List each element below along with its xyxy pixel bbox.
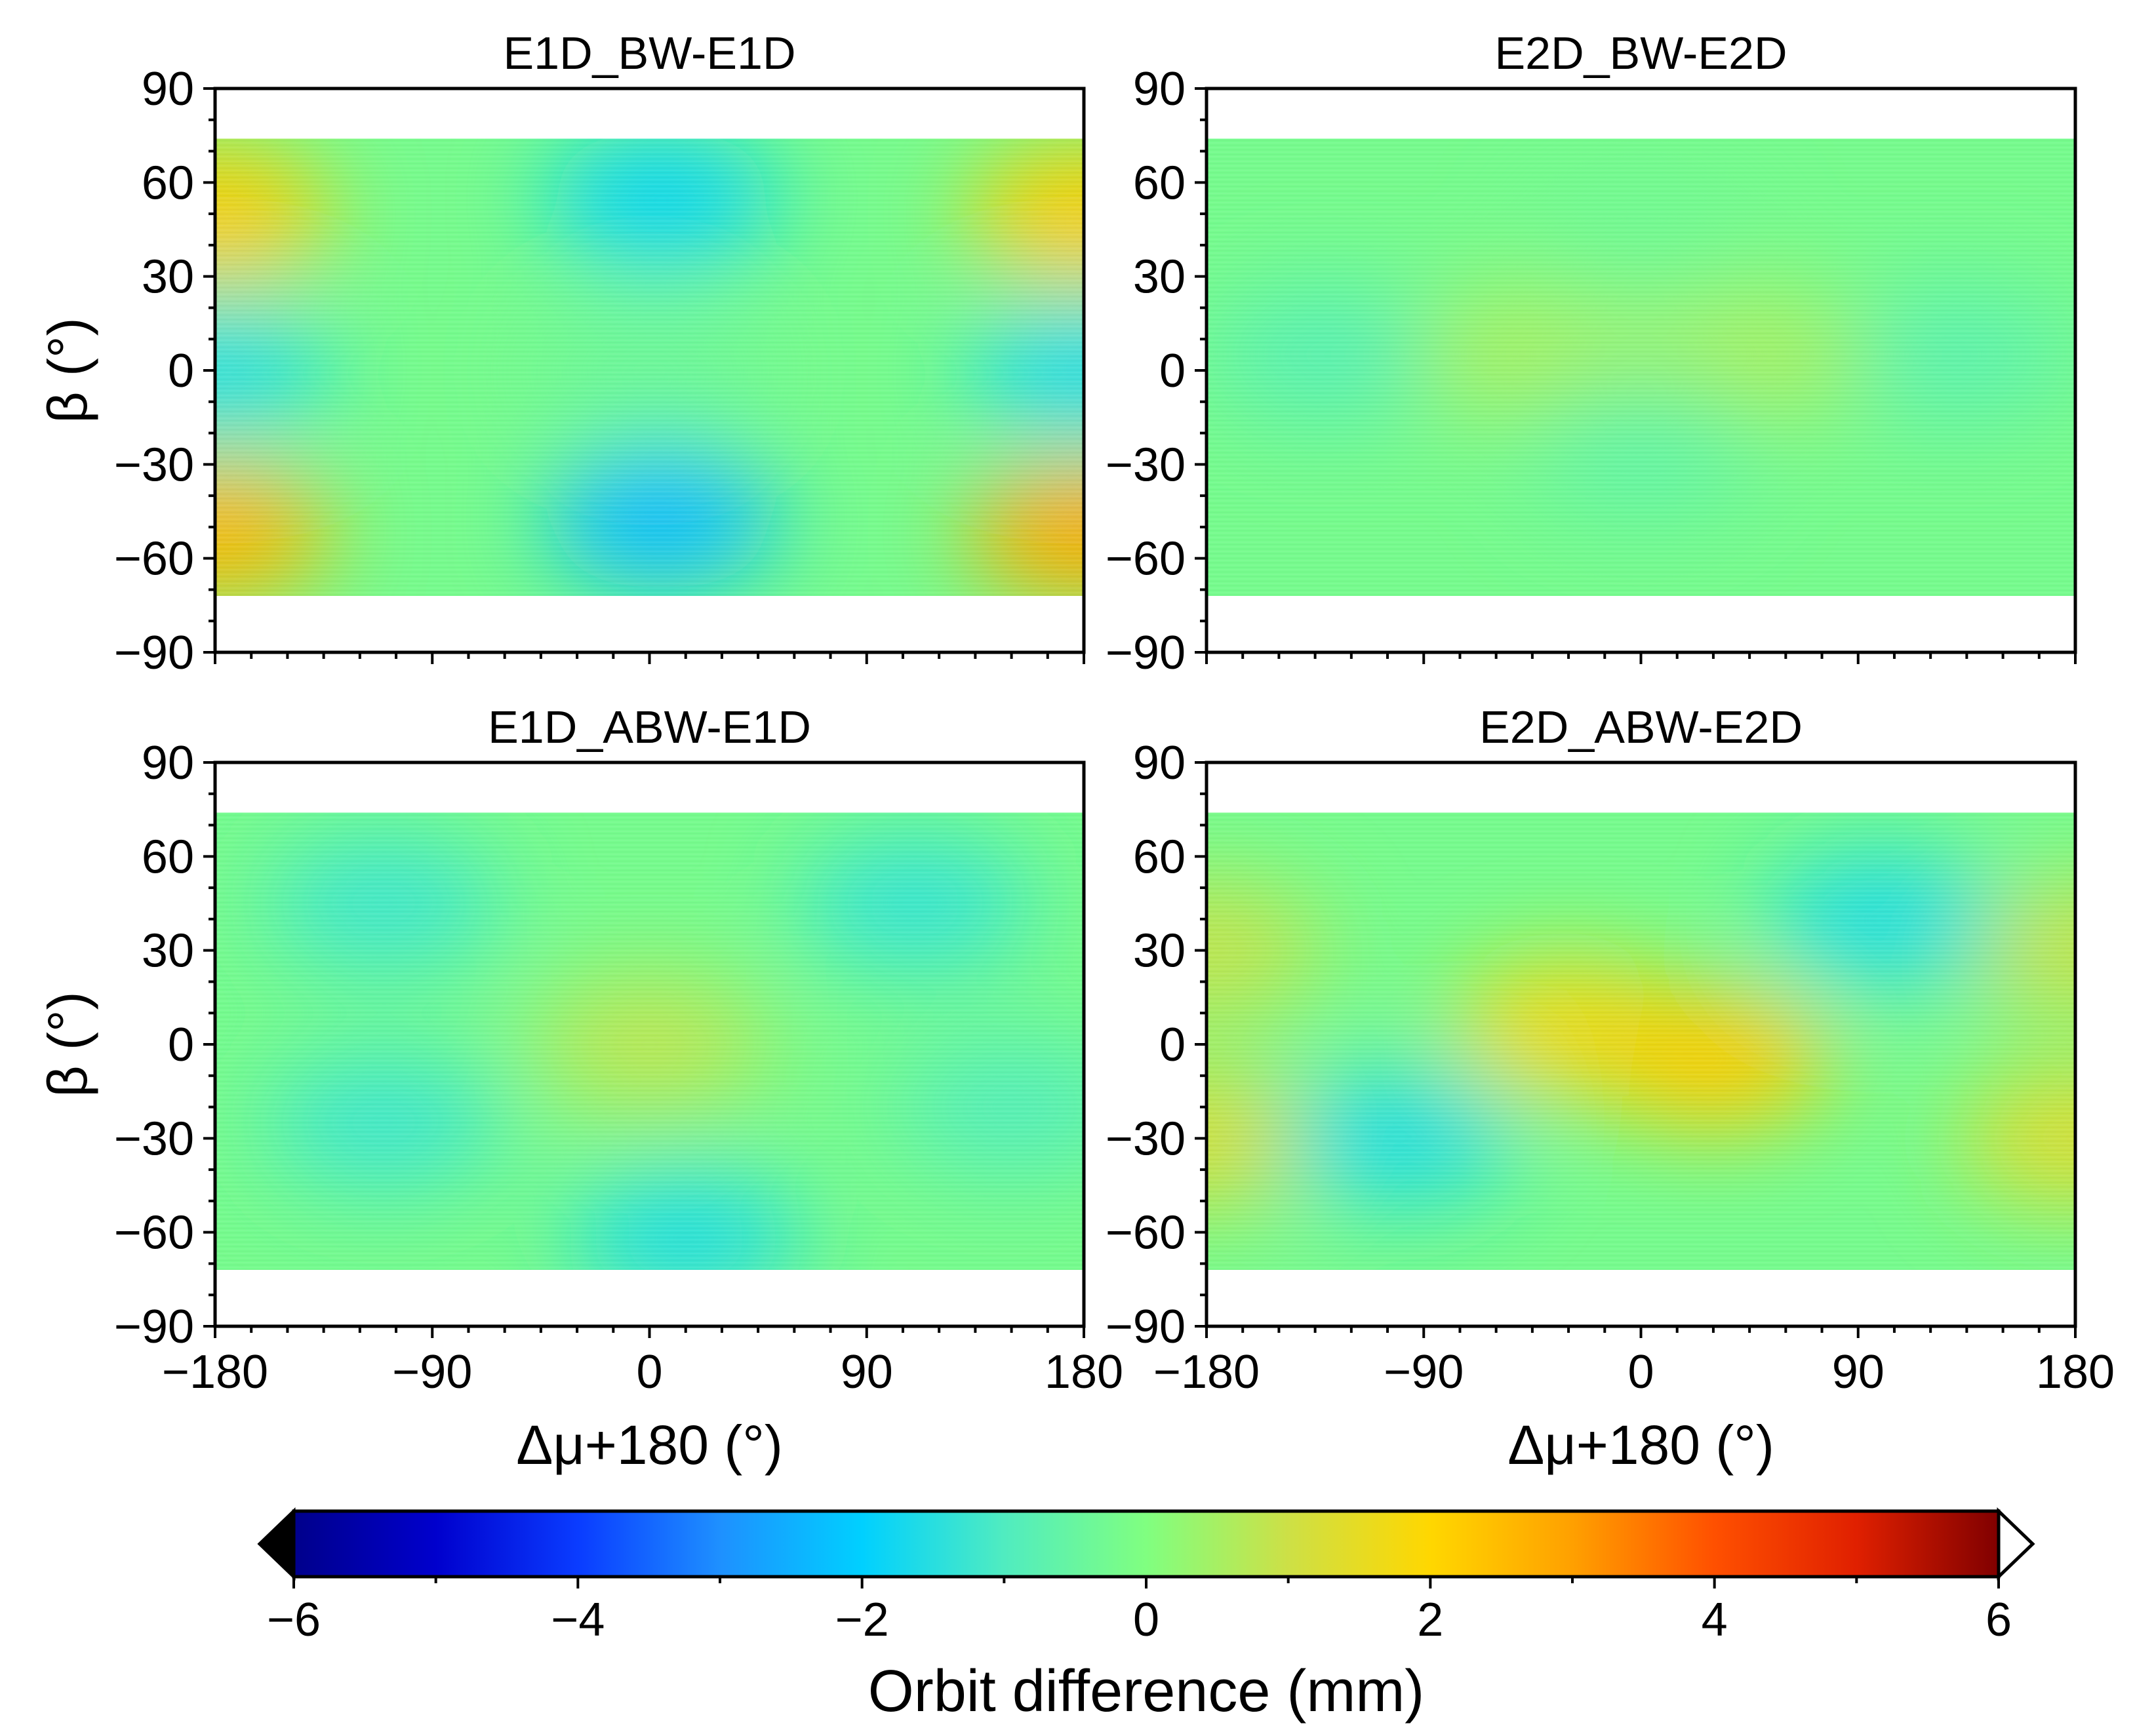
x-tick-label: 0 bbox=[1627, 1346, 1654, 1398]
colorbar-tick-label: −6 bbox=[267, 1594, 321, 1646]
y-tick-label: −90 bbox=[114, 1301, 194, 1353]
x-tick-label: −90 bbox=[1384, 1346, 1464, 1398]
y-tick-label: 90 bbox=[1133, 63, 1186, 115]
y-axis-label: β (°) bbox=[37, 317, 98, 423]
y-tick-label: −60 bbox=[114, 533, 194, 585]
x-tick-label: 180 bbox=[1045, 1346, 1123, 1398]
y-tick-label: 0 bbox=[168, 1019, 194, 1071]
y-tick-label: 30 bbox=[1133, 925, 1186, 977]
panels-layer: E1D_BW-E1D 90 60 30 0 −30 −60 −90 β (°) E2D_BW-E2… bbox=[37, 28, 2115, 1476]
panel-title: E2D_ABW-E2D bbox=[1479, 701, 1803, 753]
x-tick-label: 0 bbox=[636, 1346, 662, 1398]
colorbar-tick-label: 0 bbox=[1133, 1594, 1159, 1646]
y-tick-label: −60 bbox=[1106, 1207, 1186, 1259]
y-tick-label: −60 bbox=[1106, 533, 1186, 585]
x-tick-label: 90 bbox=[1832, 1346, 1885, 1398]
colorbar-tick-label: −2 bbox=[835, 1594, 889, 1646]
panel-title: E1D_ABW-E1D bbox=[488, 701, 811, 753]
heatmap bbox=[215, 138, 1084, 596]
y-tick-label: 60 bbox=[1133, 157, 1186, 209]
y-tick-label: −30 bbox=[1106, 439, 1186, 491]
y-tick-label: −90 bbox=[114, 627, 194, 679]
y-tick-label: 60 bbox=[142, 157, 194, 209]
y-tick-label: −30 bbox=[114, 439, 194, 491]
heatmap-texture bbox=[1207, 138, 2075, 596]
colorbar-lower-extend bbox=[257, 1507, 296, 1581]
colorbar-tick-label: 4 bbox=[1702, 1594, 1728, 1646]
x-tick-label: −180 bbox=[162, 1346, 268, 1398]
y-tick-label: 30 bbox=[142, 251, 194, 304]
y-tick-label: 90 bbox=[142, 737, 194, 789]
y-tick-label: 30 bbox=[142, 925, 194, 977]
y-tick-label: 30 bbox=[1133, 251, 1186, 304]
y-tick-label: −90 bbox=[1106, 1301, 1186, 1353]
colorbar-tick-label: −4 bbox=[551, 1594, 605, 1646]
colorbar-label: Orbit difference (mm) bbox=[868, 1659, 1425, 1724]
y-tick-label: −60 bbox=[114, 1207, 194, 1259]
heatmap bbox=[1207, 812, 2075, 1270]
x-axis-label: Δμ+180 (°) bbox=[1507, 1414, 1774, 1476]
x-tick-label: −180 bbox=[1153, 1346, 1260, 1398]
colorbar: −6 −4 −2 0 2 4 6 Orbit difference (mm) bbox=[257, 1507, 2035, 1724]
panel-2: E2D_BW-E2D 90 60 30 0 −30 −60 −90 bbox=[1106, 28, 2077, 679]
heatmap bbox=[1207, 138, 2075, 596]
panel-title: E1D_BW-E1D bbox=[503, 28, 795, 79]
colorbar-gradient bbox=[294, 1511, 1999, 1577]
y-tick-label: 60 bbox=[142, 831, 194, 883]
y-tick-label: 90 bbox=[1133, 737, 1186, 789]
y-tick-label: 0 bbox=[1159, 345, 1186, 397]
y-tick-label: 0 bbox=[168, 345, 194, 397]
colorbar-tick-label: 6 bbox=[1985, 1594, 2012, 1646]
y-tick-label: 0 bbox=[1159, 1019, 1186, 1071]
y-tick-label: 90 bbox=[142, 63, 194, 115]
y-axis-label: β (°) bbox=[37, 991, 98, 1097]
x-tick-label: 180 bbox=[2036, 1346, 2115, 1398]
heatmap bbox=[215, 812, 1084, 1270]
heatmap-texture bbox=[215, 138, 1084, 596]
x-axis-label: Δμ+180 (°) bbox=[516, 1414, 783, 1476]
heatmap-texture bbox=[215, 812, 1084, 1270]
colorbar-upper-extend bbox=[1997, 1507, 2035, 1581]
y-tick-label: −30 bbox=[1106, 1113, 1186, 1165]
panel-1: E1D_BW-E1D 90 60 30 0 −30 −60 −90 β (°) bbox=[37, 28, 1086, 679]
panel-title: E2D_BW-E2D bbox=[1494, 28, 1787, 79]
y-tick-label: −30 bbox=[114, 1113, 194, 1165]
y-tick-label: −90 bbox=[1106, 627, 1186, 679]
x-tick-label: 90 bbox=[841, 1346, 893, 1398]
heatmap-texture bbox=[1207, 812, 2075, 1270]
x-tick-label: −90 bbox=[392, 1346, 472, 1398]
colorbar-tick-label: 2 bbox=[1417, 1594, 1443, 1646]
y-tick-label: 60 bbox=[1133, 831, 1186, 883]
